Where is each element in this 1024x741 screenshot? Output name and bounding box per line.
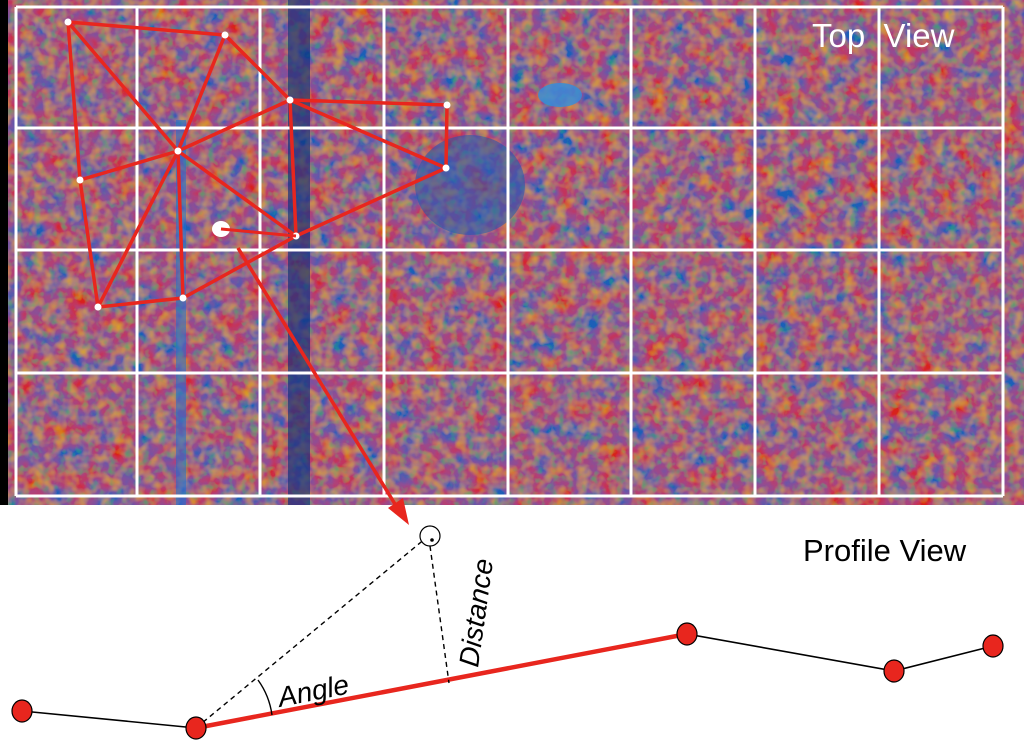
distance-label: Distance	[453, 557, 499, 669]
network-edge	[288, 99, 298, 237]
network-vertex	[174, 147, 182, 155]
network-edge	[295, 166, 447, 238]
network-edge	[177, 98, 291, 153]
network-vertex	[443, 101, 451, 109]
network-edge	[66, 21, 82, 181]
clearing	[415, 135, 525, 235]
network-edge	[176, 34, 227, 152]
ground-point	[676, 622, 698, 646]
reference-surface	[195, 631, 688, 731]
angle-arc	[257, 679, 273, 716]
network-vertex	[76, 176, 84, 184]
network-vertex	[64, 18, 72, 26]
network-vertex	[442, 164, 450, 172]
network-vertex	[286, 96, 294, 104]
ground-point	[185, 716, 207, 740]
profile-view-label: Profile View	[803, 533, 967, 568]
network-vertex	[94, 303, 102, 311]
ground-point	[883, 659, 905, 683]
network-edge	[289, 98, 447, 170]
projection-arrow	[236, 247, 409, 525]
network-edge	[444, 104, 449, 169]
candidate-point-profile	[419, 525, 441, 547]
network-edge	[289, 98, 448, 107]
network-edge	[182, 234, 297, 300]
triangulation-network	[66, 20, 449, 309]
angle-ray	[195, 537, 427, 729]
road-strip	[288, 0, 310, 505]
distance-line	[429, 545, 450, 684]
network-vertex	[179, 294, 187, 302]
canopy-raster	[0, 0, 1024, 505]
network-edge	[67, 20, 226, 37]
network-edge	[78, 179, 100, 308]
candidate-point-dot	[430, 538, 434, 542]
terrain-segment	[21, 710, 197, 729]
network-edge	[176, 150, 185, 299]
network-edge	[96, 150, 180, 308]
clearing	[538, 83, 582, 107]
terrain-segment	[686, 633, 994, 672]
network-edge	[97, 296, 184, 309]
profile-view-panel: Profile View Angle Distance	[11, 525, 1004, 740]
network-edge	[176, 149, 298, 238]
network-edge	[223, 33, 292, 102]
ground-point	[11, 699, 33, 723]
network-edge	[66, 20, 180, 153]
road-strip	[176, 120, 186, 505]
network-edge	[79, 149, 179, 182]
angle-label: Angle	[273, 669, 351, 713]
candidate-link	[220, 227, 297, 238]
top-view-panel: Top View	[0, 0, 1024, 505]
ground-point	[982, 634, 1004, 658]
top-view-label: Top View	[812, 17, 955, 54]
image-border-left	[0, 0, 8, 505]
network-vertex	[221, 31, 229, 39]
